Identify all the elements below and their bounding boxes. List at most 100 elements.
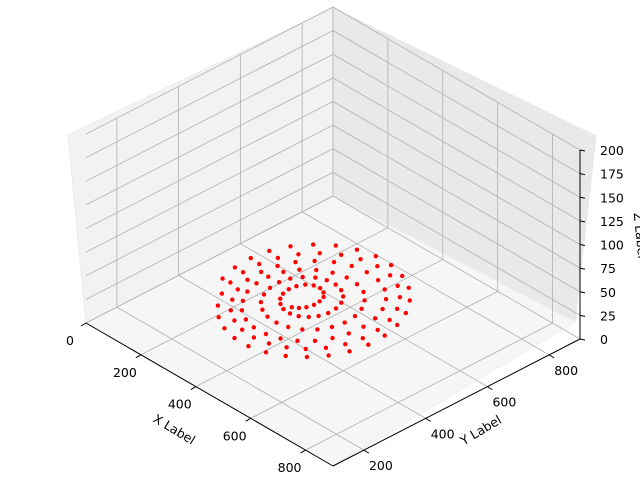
scatter-point bbox=[311, 302, 317, 307]
x-tick-mark bbox=[190, 386, 197, 390]
z-tick-mark bbox=[579, 291, 586, 294]
scatter-point bbox=[339, 252, 344, 257]
scatter-point bbox=[326, 353, 331, 358]
scatter-point bbox=[300, 274, 305, 280]
z-tick-mark bbox=[579, 338, 586, 341]
grid-line-z-left bbox=[85, 53, 334, 182]
scatter-point bbox=[315, 327, 320, 332]
z-axis-label: Z Label bbox=[631, 212, 640, 260]
scatter-point bbox=[287, 311, 293, 316]
scatter-point bbox=[260, 307, 265, 312]
scatter-point bbox=[296, 252, 301, 257]
scatter-point bbox=[361, 324, 366, 329]
scatter-point bbox=[267, 285, 273, 290]
scatter-point bbox=[300, 327, 305, 332]
scatter-point bbox=[303, 282, 308, 287]
scatter-point bbox=[216, 315, 221, 320]
scatter-point bbox=[294, 284, 299, 289]
scatter-point bbox=[387, 317, 392, 323]
scatter-point bbox=[245, 289, 250, 294]
scatter-point bbox=[397, 295, 403, 300]
scatter-point bbox=[281, 269, 286, 275]
scatter-point bbox=[288, 244, 293, 249]
scatter-point bbox=[407, 298, 412, 303]
z-tick-mark bbox=[579, 314, 586, 317]
scatter-point bbox=[219, 291, 225, 296]
y-tick-mark bbox=[363, 449, 370, 454]
z-tick-label: 75 bbox=[600, 261, 616, 276]
scatter-point bbox=[286, 324, 291, 330]
scatter-point bbox=[246, 344, 251, 349]
scatter-point bbox=[275, 255, 281, 261]
scatter-point bbox=[266, 341, 272, 346]
y-tick-label: 200 bbox=[369, 458, 393, 473]
scatter-point bbox=[400, 273, 405, 279]
scatter-point bbox=[263, 350, 269, 355]
scatter-point bbox=[341, 294, 346, 299]
grid-line-z-left bbox=[85, 172, 334, 300]
scatter-point bbox=[275, 263, 280, 269]
x-axis-line bbox=[85, 322, 334, 467]
scatter-point bbox=[232, 335, 237, 341]
y-tick-label: 600 bbox=[492, 395, 516, 410]
x-tick-label: 400 bbox=[168, 397, 192, 412]
grid-line-z-right bbox=[332, 124, 581, 269]
scatter-point bbox=[261, 292, 267, 297]
scatter-point bbox=[344, 275, 349, 280]
scatter-point bbox=[304, 354, 310, 360]
scatter-point bbox=[259, 269, 264, 275]
scatter-point bbox=[240, 298, 246, 303]
scatter-point bbox=[222, 326, 227, 331]
scatter-point bbox=[316, 313, 321, 319]
scatter-point bbox=[339, 300, 344, 305]
grid-line-z-left bbox=[85, 148, 334, 277]
scatter-point bbox=[312, 338, 318, 343]
scatter-point bbox=[258, 299, 264, 305]
scatter-point bbox=[288, 276, 293, 281]
scatter-point bbox=[358, 257, 363, 262]
scatter-point bbox=[333, 282, 338, 287]
scatter-point bbox=[281, 306, 286, 312]
scatter-point bbox=[278, 336, 283, 341]
grid-lines bbox=[85, 6, 581, 451]
scatter-point bbox=[388, 262, 394, 268]
scatter-point bbox=[228, 308, 233, 313]
x-tick-mark bbox=[300, 449, 306, 454]
scatter-point bbox=[293, 259, 298, 265]
scatter-point bbox=[313, 275, 318, 280]
z-tick-mark bbox=[579, 267, 586, 270]
scatter-point bbox=[254, 281, 259, 286]
scatter-point bbox=[267, 248, 272, 254]
scatter-point bbox=[312, 258, 317, 264]
grid-line-z-right bbox=[332, 30, 581, 174]
scatter-point bbox=[317, 299, 322, 304]
y-tick-mark bbox=[487, 386, 493, 391]
grid-line-x-floor bbox=[250, 290, 498, 419]
z-tick-mark bbox=[579, 149, 586, 152]
scatter-point bbox=[240, 327, 245, 332]
scatter-point bbox=[289, 305, 294, 310]
scatter-point bbox=[346, 331, 351, 336]
scatter-point bbox=[324, 278, 329, 283]
scatter-point bbox=[303, 346, 308, 352]
z-tick-label: 100 bbox=[600, 238, 624, 253]
scatter-point bbox=[321, 294, 326, 300]
grid-line-z-right bbox=[332, 53, 581, 198]
scatter-point bbox=[383, 297, 389, 302]
scatter-point bbox=[395, 306, 400, 311]
scatter-point bbox=[230, 297, 235, 302]
scatter-point bbox=[321, 290, 326, 295]
scatter-point bbox=[306, 314, 311, 320]
grid-line-z-left bbox=[85, 30, 334, 158]
scatter-point bbox=[232, 265, 238, 270]
scatter-point bbox=[235, 287, 240, 292]
grid-line-z-left bbox=[85, 195, 334, 324]
scatter-point bbox=[228, 280, 233, 285]
x-axis-label: X Label bbox=[151, 411, 198, 448]
y-axis-line bbox=[332, 338, 581, 467]
grid-line-y-floor bbox=[178, 275, 426, 419]
y-tick-label: 800 bbox=[554, 363, 578, 378]
scatter-point bbox=[266, 274, 271, 279]
scatter-point bbox=[342, 320, 347, 325]
scatter-point bbox=[220, 276, 225, 281]
